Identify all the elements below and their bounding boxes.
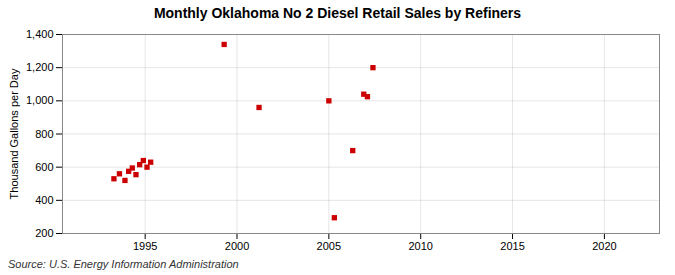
svg-text:2020: 2020: [592, 240, 616, 252]
svg-text:Thousand Gallons per Day: Thousand Gallons per Day: [8, 68, 20, 199]
svg-text:2005: 2005: [317, 240, 341, 252]
svg-text:1,200: 1,200: [26, 61, 54, 73]
svg-text:600: 600: [35, 161, 53, 173]
svg-text:200: 200: [35, 227, 53, 239]
svg-text:1,400: 1,400: [26, 28, 54, 40]
svg-text:400: 400: [35, 194, 53, 206]
svg-text:800: 800: [35, 128, 53, 140]
svg-text:2010: 2010: [408, 240, 432, 252]
svg-text:2000: 2000: [225, 240, 249, 252]
html-text:Monthly Oklahoma No 2 Diesel R: Monthly Oklahoma No 2 Diesel Retail Sale…: [153, 5, 522, 21]
svg-text:2015: 2015: [500, 240, 524, 252]
html-text:Source: U.S. Energy Informatio: Source: U.S. Energy Information Administ…: [8, 258, 239, 270]
svg-text:1,000: 1,000: [26, 94, 54, 106]
svg-text:1995: 1995: [133, 240, 157, 252]
